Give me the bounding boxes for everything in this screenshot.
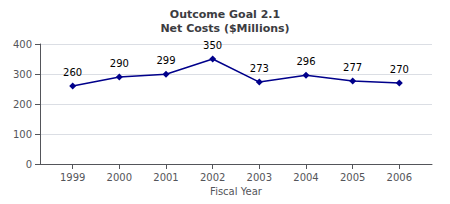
svg-text:1999: 1999 [60, 172, 85, 183]
svg-text:2003: 2003 [247, 172, 272, 183]
svg-text:Outcome Goal 2.1: Outcome Goal 2.1 [170, 8, 280, 21]
svg-text:100: 100 [13, 129, 32, 140]
svg-text:270: 270 [390, 64, 409, 75]
svg-text:2002: 2002 [200, 172, 225, 183]
svg-text:Net Costs ($Millions): Net Costs ($Millions) [160, 22, 289, 35]
svg-text:290: 290 [110, 58, 129, 69]
svg-text:400: 400 [13, 39, 32, 50]
svg-text:273: 273 [250, 63, 269, 74]
svg-text:277: 277 [343, 62, 362, 73]
svg-text:200: 200 [13, 99, 32, 110]
svg-text:2006: 2006 [387, 172, 412, 183]
svg-text:2005: 2005 [340, 172, 365, 183]
svg-text:260: 260 [63, 67, 82, 78]
svg-text:0: 0 [26, 159, 32, 170]
svg-text:2001: 2001 [153, 172, 178, 183]
svg-text:350: 350 [203, 40, 222, 51]
svg-text:296: 296 [296, 56, 315, 67]
svg-text:299: 299 [156, 55, 175, 66]
svg-text:2004: 2004 [293, 172, 318, 183]
svg-text:Fiscal Year: Fiscal Year [210, 186, 263, 197]
svg-text:300: 300 [13, 69, 32, 80]
svg-text:2000: 2000 [107, 172, 132, 183]
